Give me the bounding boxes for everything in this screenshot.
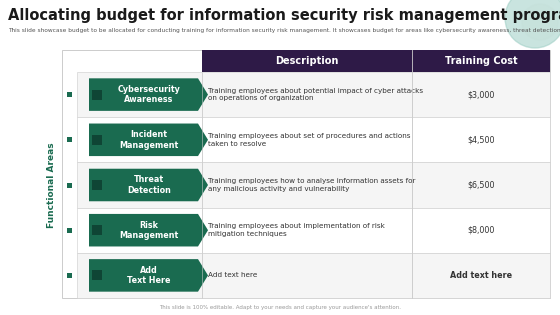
- Polygon shape: [89, 259, 208, 292]
- Bar: [202, 253, 412, 298]
- Bar: [412, 163, 550, 208]
- Text: This slide is 100% editable. Adapt to your needs and capture your audience's att: This slide is 100% editable. Adapt to yo…: [159, 306, 401, 311]
- Text: $4,500: $4,500: [467, 135, 494, 144]
- Bar: [77, 72, 202, 117]
- Bar: [202, 163, 412, 208]
- Bar: [77, 163, 202, 208]
- Bar: [67, 92, 72, 97]
- Text: Cybersecurity
Awareness: Cybersecurity Awareness: [118, 85, 180, 104]
- Bar: [67, 228, 72, 233]
- Polygon shape: [89, 214, 208, 246]
- Text: This slide showcase budget to be allocated for conducting training for informati: This slide showcase budget to be allocat…: [8, 28, 560, 33]
- Polygon shape: [89, 169, 208, 201]
- Bar: [412, 253, 550, 298]
- Text: Allocating budget for information security risk management programme: Allocating budget for information securi…: [8, 8, 560, 23]
- Text: Incident
Management: Incident Management: [119, 130, 179, 150]
- Bar: [67, 182, 72, 187]
- Bar: [92, 89, 102, 100]
- Text: Add text here: Add text here: [208, 272, 258, 278]
- Bar: [77, 117, 202, 163]
- Bar: [202, 208, 412, 253]
- Text: Add
Text Here: Add Text Here: [127, 266, 171, 285]
- Text: Risk
Management: Risk Management: [119, 220, 179, 240]
- Bar: [412, 72, 550, 117]
- Text: Threat
Detection: Threat Detection: [127, 175, 171, 195]
- Polygon shape: [89, 78, 208, 111]
- Text: Training employees about implementation of risk
mitigation techniques: Training employees about implementation …: [208, 223, 385, 237]
- Text: Description: Description: [276, 56, 339, 66]
- Bar: [92, 270, 102, 280]
- Text: Functional Areas: Functional Areas: [48, 142, 57, 228]
- Text: $3,000: $3,000: [467, 90, 494, 99]
- Bar: [92, 225, 102, 235]
- Text: Training employees about potential impact of cyber attacks
on operations of orga: Training employees about potential impac…: [208, 88, 423, 101]
- Text: Add text here: Add text here: [450, 271, 512, 280]
- Text: $6,500: $6,500: [467, 180, 494, 190]
- Bar: [202, 72, 412, 117]
- Bar: [202, 50, 550, 72]
- Bar: [77, 208, 202, 253]
- Circle shape: [522, 4, 558, 40]
- Bar: [412, 117, 550, 163]
- Text: $8,000: $8,000: [467, 226, 494, 235]
- Bar: [92, 180, 102, 190]
- Polygon shape: [89, 123, 208, 156]
- Text: Training Cost: Training Cost: [445, 56, 517, 66]
- Bar: [77, 253, 202, 298]
- Circle shape: [505, 0, 560, 48]
- Bar: [62, 50, 550, 298]
- Bar: [202, 117, 412, 163]
- Text: Training employees how to analyse information assets for
any malicious activity : Training employees how to analyse inform…: [208, 178, 416, 192]
- Bar: [67, 137, 72, 142]
- Bar: [67, 273, 72, 278]
- Bar: [412, 208, 550, 253]
- Bar: [92, 135, 102, 145]
- Text: Training employees about set of procedures and actions
taken to resolve: Training employees about set of procedur…: [208, 133, 410, 146]
